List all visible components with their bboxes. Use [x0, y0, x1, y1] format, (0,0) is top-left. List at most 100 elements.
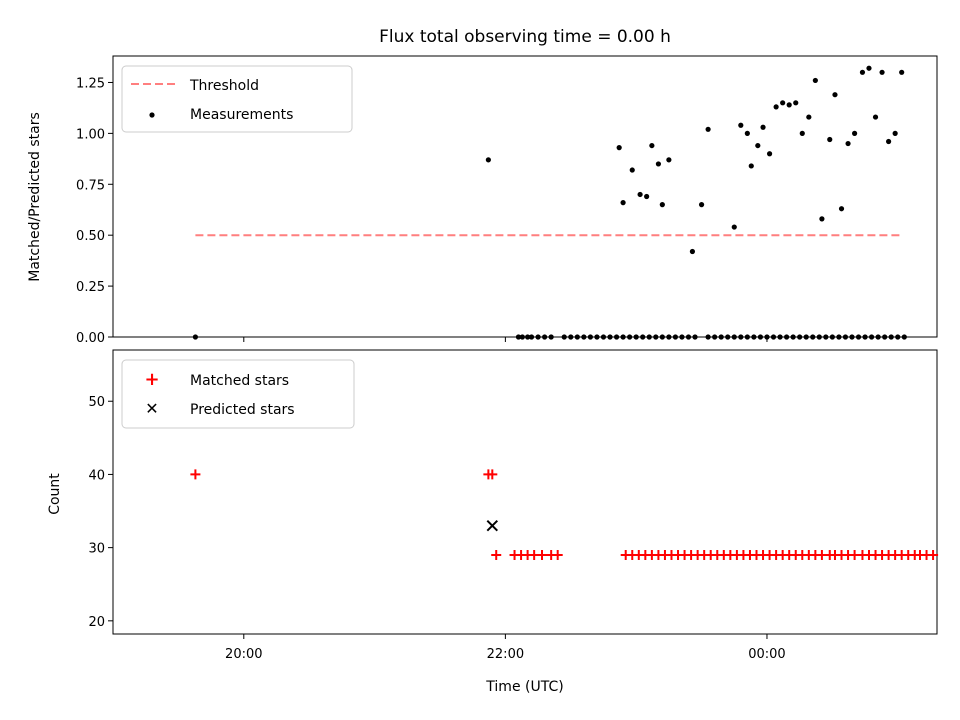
measurement-point [777, 334, 783, 340]
matched-star-point [537, 549, 548, 560]
measurement-point [899, 69, 905, 75]
top-y-tick-label: 0.50 [76, 229, 105, 244]
measurement-point [764, 334, 770, 340]
top-y-tick-label: 0.25 [76, 280, 105, 295]
measurement-point [613, 334, 620, 340]
measurement-point [659, 202, 665, 208]
measurement-point [705, 334, 711, 340]
measurement-point [790, 334, 796, 340]
measurement-point [803, 334, 809, 340]
measurement-point [773, 104, 779, 110]
measurement-point [812, 77, 818, 84]
bottom-x-tick-label: 20:00 [225, 647, 262, 662]
bottom-legend-box [121, 359, 355, 429]
measurement-point [786, 102, 792, 108]
bottom-y-axis-label: Count [47, 473, 63, 515]
measurement-point [574, 334, 580, 340]
measurement-point [845, 140, 851, 147]
measurement-point [859, 69, 866, 75]
measurement-point [712, 334, 718, 340]
measurement-point [655, 161, 662, 167]
measurement-point [644, 193, 650, 200]
top-y-tick-label: 1.25 [76, 76, 105, 91]
measurement-point [535, 334, 541, 340]
matched-star-point [928, 549, 939, 560]
measurement-point [679, 334, 685, 340]
measurement-point [685, 334, 692, 340]
bottom-x-axis-label: Time (UTC) [485, 679, 563, 695]
predicted-legend-swatch: ✕ [145, 399, 158, 418]
measurement-point [780, 100, 786, 106]
measurement-point [568, 334, 574, 340]
measurement-point [525, 334, 531, 340]
matched-legend-label: Matched stars [190, 373, 289, 389]
measurement-point [515, 334, 522, 340]
measurement-point [793, 100, 799, 106]
measurement-point [866, 65, 872, 71]
measurement-point [892, 130, 898, 136]
measurement-point [770, 334, 777, 340]
measurement-point [485, 157, 491, 163]
measurement-point [692, 334, 698, 340]
measurement-point [806, 114, 812, 120]
threshold-legend-label: Threshold [189, 78, 259, 94]
top-y-tick-label: 0.00 [76, 331, 105, 346]
measurement-point [819, 216, 825, 222]
measurement-point [672, 334, 679, 340]
measurement-point [731, 224, 737, 230]
matched-star-point [491, 549, 502, 560]
measurement-point [637, 191, 643, 198]
measurement-point [620, 334, 626, 340]
measurement-point [855, 334, 862, 340]
measurement-point [823, 334, 829, 340]
measurement-point [666, 334, 672, 340]
bottom-x-tick-label: 00:00 [748, 647, 785, 662]
measurement-point [766, 151, 773, 157]
measurement-point [827, 136, 833, 143]
measurement-point [519, 334, 525, 340]
measurement-point [797, 334, 803, 340]
bottom-legend: + Matched stars ✕ Predicted stars [121, 359, 355, 429]
measurement-point [653, 334, 659, 340]
matched-legend-swatch: + [144, 369, 159, 390]
bottom-plot-frame [112, 349, 938, 635]
top-chart-title: Flux total observing time = 0.00 h [379, 27, 671, 47]
measurement-point [718, 334, 724, 340]
measurement-point [594, 334, 600, 340]
measurement-point [872, 114, 879, 120]
measurement-point [879, 69, 885, 75]
measurement-point [649, 142, 655, 149]
measurement-point [882, 334, 888, 340]
measurement-point [640, 334, 646, 340]
measurement-point [744, 130, 750, 136]
measurement-point [757, 334, 764, 340]
top-y-tick-label: 1.00 [76, 127, 105, 142]
measurement-point [738, 122, 744, 128]
predicted-star-point [486, 519, 499, 532]
measurement-point [799, 130, 805, 136]
matched-star-point [552, 549, 563, 560]
measurement-point [810, 334, 816, 340]
bottom-y-tick-label: 50 [88, 395, 105, 410]
measurement-point [548, 334, 554, 340]
matched-stars-series [190, 469, 939, 560]
measurement-point [561, 334, 567, 340]
measurement-point [698, 202, 705, 208]
measurement-point [600, 334, 607, 340]
matched-star-point [190, 469, 201, 480]
top-y-axis: 0.00 0.25 0.50 0.75 1.00 1.25 [76, 76, 113, 346]
bottom-x-tick-label: 22:00 [487, 647, 524, 662]
measurement-point [607, 334, 613, 340]
measurement-point [838, 206, 845, 212]
measurement-point [659, 334, 665, 340]
measurement-point [633, 334, 639, 340]
measurement-point [705, 126, 711, 132]
measurement-point [886, 138, 892, 145]
measurement-point [842, 334, 849, 340]
measurement-point [901, 334, 907, 340]
measurement-point [832, 92, 838, 98]
measurement-point [689, 248, 696, 255]
measurements-legend-swatch [149, 112, 155, 118]
predicted-stars-series [486, 519, 499, 532]
